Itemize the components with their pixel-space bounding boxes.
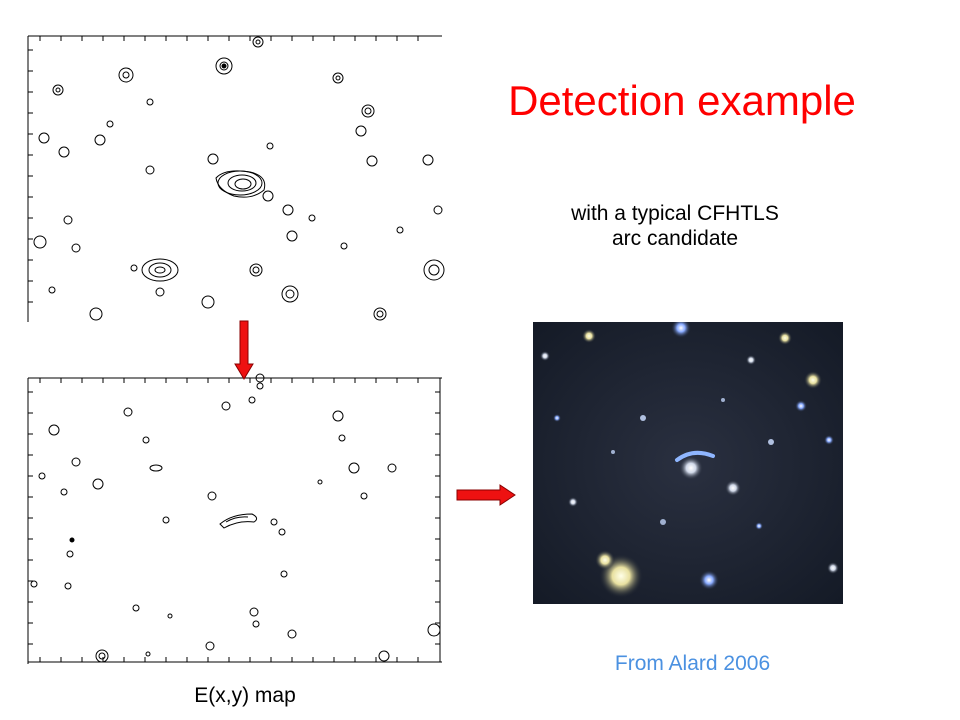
map-caption: E(x,y) map: [194, 684, 296, 707]
bottom-plot-ticks: [28, 378, 440, 662]
subtitle-line-1: with a typical CFHTLS: [571, 202, 779, 225]
bottom-contour-plot: [27, 373, 442, 664]
slide-title: Detection example: [508, 77, 856, 124]
bottom-contours: [30, 373, 441, 663]
subtitle: with a typical CFHTLS arc candidate: [505, 201, 845, 251]
arrow-right-icon: [456, 484, 516, 506]
blue-star: [699, 570, 719, 590]
top-contour-plot: [27, 35, 445, 322]
subtitle-line-2: arc candidate: [611, 227, 739, 250]
top-contours: [33, 36, 445, 321]
cfhtls-arc-image: [533, 322, 843, 604]
gravitational-arc: [675, 450, 715, 462]
credit-text: From Alard 2006: [614, 652, 771, 675]
top-plot-ticks: [28, 36, 419, 303]
arrow-down-icon: [234, 320, 254, 380]
lens-galaxy: [679, 456, 703, 480]
